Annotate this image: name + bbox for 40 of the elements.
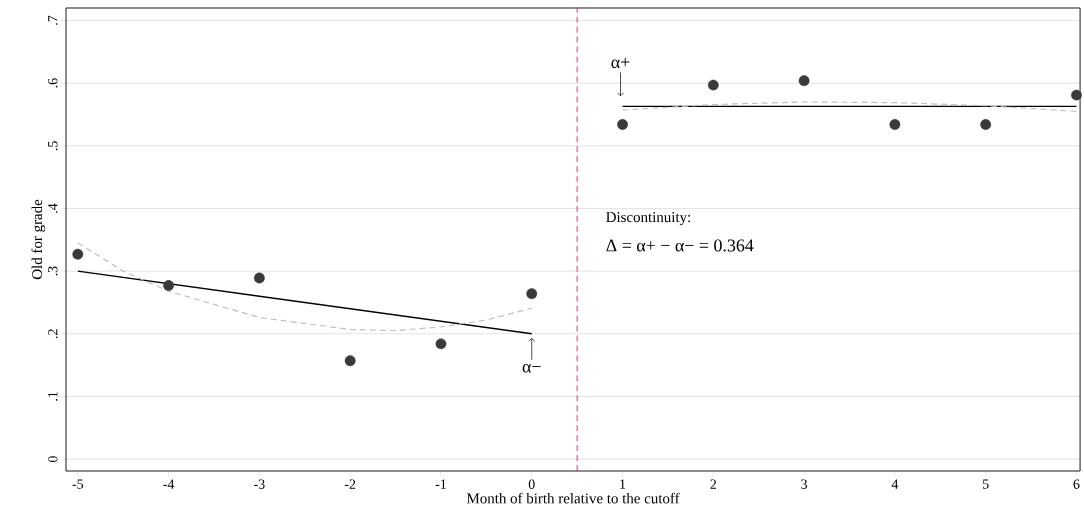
point	[344, 355, 356, 367]
annotation: α−	[522, 363, 541, 373]
y-tick-label: .5	[48, 141, 58, 151]
line-series	[77, 242, 533, 332]
x-tick-label: -1	[435, 479, 446, 489]
point	[617, 119, 628, 130]
x-tick-label: 4	[891, 479, 899, 489]
x-tick-label: 0	[528, 479, 535, 489]
annotation: α+	[611, 57, 630, 69]
x-tick-label: -4	[163, 479, 175, 489]
y-tick-label: .7	[48, 15, 58, 25]
point	[707, 79, 719, 91]
x-tick-label: -3	[254, 479, 265, 489]
point	[1071, 89, 1082, 101]
x-tick-label: -2	[344, 479, 356, 489]
x-axis-title: Month of birth relative to the cutoff	[466, 492, 680, 504]
y-tick-label: .6	[48, 78, 58, 88]
annotation: Δ = α+ − α− = 0.364	[606, 239, 754, 252]
point	[980, 119, 992, 130]
point	[889, 119, 901, 130]
point	[526, 288, 538, 300]
point	[254, 272, 265, 284]
line-series	[621, 101, 1078, 112]
x-tick-label: 3	[801, 479, 808, 489]
point	[72, 248, 84, 260]
x-tick-label: -5	[72, 479, 84, 489]
annotation: Discontinuity:	[606, 212, 690, 226]
y-tick-label: .3	[48, 266, 58, 276]
y-tick-label: .2	[48, 329, 58, 339]
y-tick-label: .4	[48, 203, 58, 213]
x-tick-label: 2	[710, 479, 717, 489]
point	[163, 280, 174, 291]
y-tick-label: .1	[48, 392, 58, 401]
point	[798, 75, 810, 87]
x-tick-label: 1	[620, 479, 626, 489]
point	[435, 338, 447, 350]
y-tick-label: 0	[48, 456, 58, 463]
x-tick-label: 6	[1073, 479, 1080, 489]
y-axis-title: Old for grade	[31, 199, 46, 280]
x-tick-label: 5	[982, 479, 989, 489]
